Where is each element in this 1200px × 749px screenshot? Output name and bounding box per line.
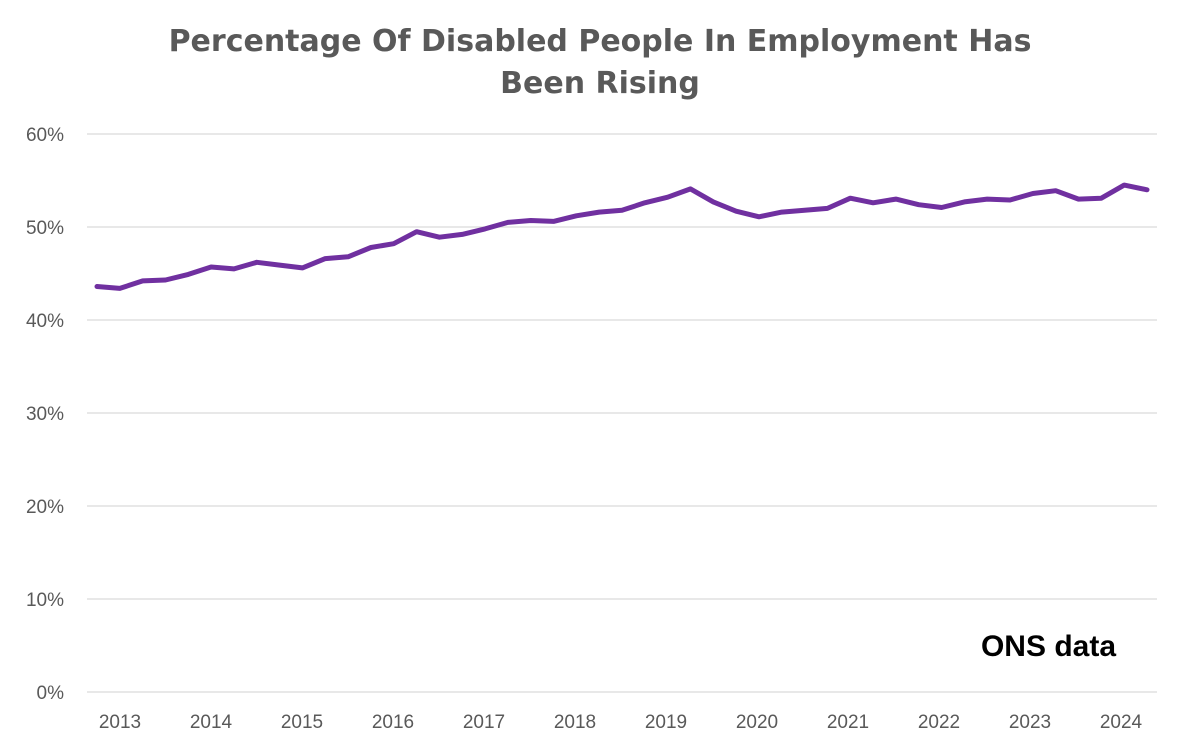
y-tick-label: 30% [26, 404, 64, 425]
x-tick-label: 2015 [281, 712, 323, 733]
chart-title: Percentage Of Disabled People In Employm… [169, 24, 1032, 101]
x-tick-label: 2014 [190, 712, 233, 733]
x-tick-label: 2018 [554, 712, 596, 733]
x-tick-label: 2020 [736, 712, 778, 733]
chart-title-line-2: Been Rising [500, 66, 700, 101]
chart-title-line-1: Percentage Of Disabled People In Employm… [169, 24, 1032, 59]
y-tick-label: 0% [37, 683, 65, 704]
y-axis-tick-labels: 0% 10% 20% 30% 40% 50% 60% [26, 125, 64, 704]
x-tick-label: 2022 [918, 712, 960, 733]
x-tick-label: 2013 [99, 712, 141, 733]
y-tick-label: 10% [26, 590, 64, 611]
x-tick-label: 2024 [1100, 712, 1143, 733]
x-tick-label: 2023 [1009, 712, 1051, 733]
y-tick-label: 40% [26, 311, 64, 332]
series-layer [94, 182, 1150, 291]
y-tick-label: 60% [26, 125, 64, 146]
series-line [94, 182, 1150, 291]
source-annotation: ONS data [981, 630, 1116, 663]
x-tick-label: 2021 [827, 712, 869, 733]
x-axis-tick-labels: 2013 2014 2015 2016 2017 2018 2019 2020 2021 2022… [99, 712, 1143, 733]
x-tick-label: 2019 [645, 712, 687, 733]
y-tick-label: 50% [26, 218, 64, 239]
gridlines [87, 133, 1157, 693]
x-tick-label: 2017 [463, 712, 505, 733]
x-tick-label: 2016 [372, 712, 414, 733]
y-tick-label: 20% [26, 497, 64, 518]
